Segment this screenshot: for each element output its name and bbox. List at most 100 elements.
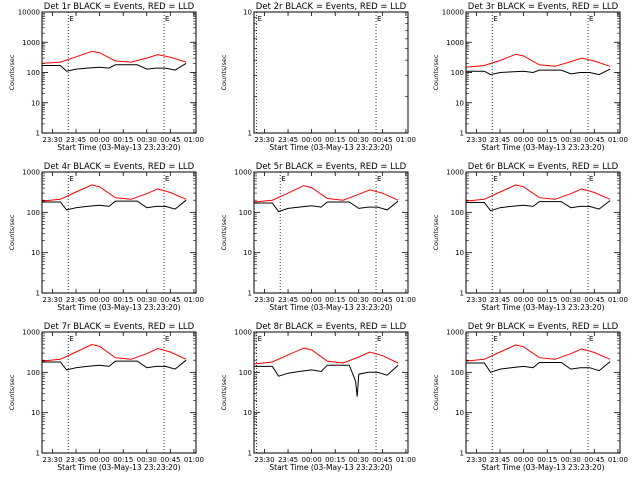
event-marker-label: E (589, 15, 593, 23)
x-tick-label: 23:30 (466, 296, 486, 304)
event-marker-label: E (589, 175, 593, 183)
x-axis-label: Start Time (03-May-13 23:23:20) (269, 303, 392, 312)
y-tick-label: 100 (451, 209, 464, 217)
y-tick-label: 1 (460, 130, 464, 138)
panel-det-5: Det 5r BLACK = Events, RED = LLD E E 1 10 100… (220, 162, 416, 312)
x-tick-label: 00:45 (584, 456, 604, 464)
panel-title: Det 7r BLACK = Events, RED = LLD (44, 322, 195, 332)
panel-det-3: Det 3r BLACK = Events, RED = LLD E E 1 10 100… (432, 2, 628, 152)
x-tick-label: 00:00 (302, 296, 322, 304)
y-axis-label: Counts/sec (8, 374, 16, 410)
x-tick-label: 00:15 (537, 456, 557, 464)
x-tick-label: 00:30 (349, 136, 369, 144)
plot-frame (41, 171, 197, 294)
event-marker-label: E (493, 15, 497, 23)
event-marker-label: E (165, 15, 169, 23)
x-tick-label: 00:30 (349, 456, 369, 464)
y-tick-label: 100 (239, 369, 252, 377)
x-tick-label: 00:00 (302, 456, 322, 464)
x-tick-label: 00:15 (537, 296, 557, 304)
y-tick-label: 10 (31, 409, 40, 417)
series-line (465, 184, 611, 202)
x-tick-label: 23:45 (278, 296, 298, 304)
y-tick-label: 100 (451, 369, 464, 377)
y-tick-label: 1 (460, 290, 464, 298)
y-tick-label: 1 (248, 450, 252, 458)
panel-title: Det 9r BLACK = Events, RED = LLD (468, 322, 619, 332)
y-tick-label: 10 (243, 9, 252, 17)
y-tick-label: 100 (27, 369, 40, 377)
plot-frame (253, 11, 409, 134)
plot-frame (41, 11, 197, 134)
x-tick-label: 00:45 (160, 136, 180, 144)
x-tick-label: 00:15 (113, 136, 133, 144)
series-line (465, 200, 611, 212)
x-tick-label: 00:00 (90, 296, 110, 304)
y-axis-label: Counts/sec (8, 54, 16, 90)
x-tick-label: 00:15 (113, 296, 133, 304)
event-marker-label: E (69, 175, 73, 183)
x-tick-label: 00:15 (325, 136, 345, 144)
plot-frame (253, 331, 409, 454)
y-axis-label: Counts/sec (220, 214, 228, 250)
x-tick-label: 00:30 (561, 296, 581, 304)
x-axis-label: Start Time (03-May-13 23:23:20) (269, 463, 392, 472)
panel-title: Det 8r BLACK = Events, RED = LLD (256, 322, 407, 332)
series-line (465, 53, 611, 68)
x-tick-label: 00:45 (372, 456, 392, 464)
x-tick-label: 01:00 (396, 456, 416, 464)
event-marker-label: E (281, 175, 285, 183)
y-tick-label: 1 (248, 130, 252, 138)
y-tick-label: 1 (36, 290, 40, 298)
x-axis-label: Start Time (03-May-13 23:23:20) (481, 463, 604, 472)
x-tick-label: 01:00 (608, 456, 628, 464)
y-tick-label: 1 (36, 130, 40, 138)
x-tick-label: 23:30 (42, 136, 62, 144)
x-tick-label: 00:00 (514, 296, 534, 304)
plot-frame (41, 331, 197, 454)
x-tick-label: 00:30 (137, 296, 157, 304)
y-tick-label: 1000 (22, 39, 40, 47)
x-axis-label: Start Time (03-May-13 23:23:20) (57, 143, 180, 152)
y-tick-label: 10 (455, 249, 464, 257)
y-tick-label: 100 (27, 69, 40, 77)
event-marker-label: E (493, 335, 497, 343)
panel-det-4: Det 4r BLACK = Events, RED = LLD E E 1 10 100… (8, 162, 204, 312)
x-tick-label: 00:45 (372, 296, 392, 304)
x-tick-label: 23:45 (66, 456, 86, 464)
x-tick-label: 23:30 (42, 456, 62, 464)
x-tick-label: 23:45 (490, 136, 510, 144)
event-marker-label: E (377, 335, 381, 343)
x-tick-label: 23:30 (254, 136, 274, 144)
panel-title: Det 2r BLACK = Events, RED = LLD (256, 2, 407, 12)
series-line (41, 199, 187, 211)
y-tick-label: 10 (455, 99, 464, 107)
y-tick-label: 1 (248, 290, 252, 298)
panel-title: Det 4r BLACK = Events, RED = LLD (44, 162, 195, 172)
x-tick-label: 00:15 (325, 296, 345, 304)
y-tick-label: 10 (243, 249, 252, 257)
x-axis-label: Start Time (03-May-13 23:23:20) (57, 303, 180, 312)
y-axis-label: Counts/sec (432, 214, 440, 250)
series-line (253, 364, 399, 397)
x-tick-label: 23:45 (490, 456, 510, 464)
x-tick-label: 00:30 (561, 136, 581, 144)
x-axis-label: Start Time (03-May-13 23:23:20) (269, 143, 392, 152)
plot-frame (253, 171, 409, 294)
event-marker-label: E (377, 175, 381, 183)
panel-det-2: Det 2r BLACK = Events, RED = LLD E E 1 10 23:… (220, 2, 416, 152)
x-tick-label: 01:00 (396, 296, 416, 304)
series-line (41, 184, 187, 202)
x-tick-label: 23:30 (254, 456, 274, 464)
x-tick-label: 00:15 (537, 136, 557, 144)
series-line (253, 185, 399, 203)
series-line (465, 344, 611, 362)
x-tick-label: 00:15 (113, 456, 133, 464)
x-tick-label: 00:45 (160, 296, 180, 304)
plot-frame (465, 331, 621, 454)
y-tick-label: 100 (27, 209, 40, 217)
panel-det-7: Det 7r BLACK = Events, RED = LLD E E 1 10 100… (8, 322, 204, 472)
event-marker-label: E (258, 335, 262, 343)
panel-title: Det 1r BLACK = Events, RED = LLD (44, 2, 195, 12)
panel-title: Det 5r BLACK = Events, RED = LLD (256, 162, 407, 172)
